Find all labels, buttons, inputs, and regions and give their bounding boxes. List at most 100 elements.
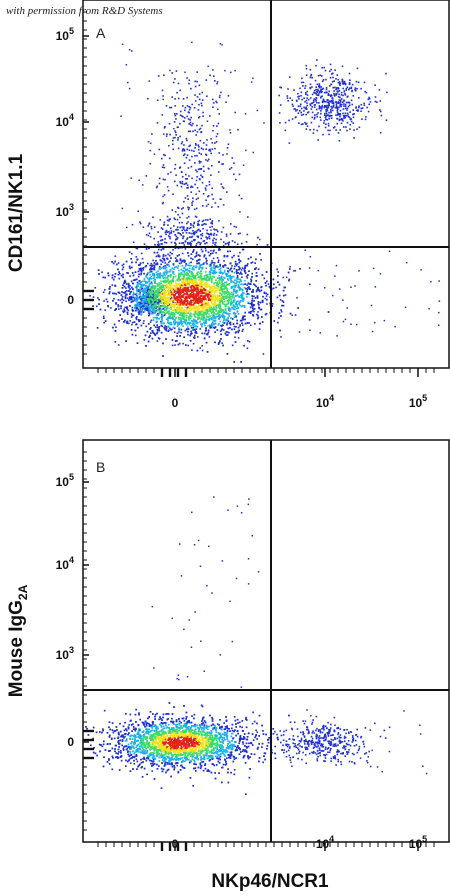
panel-a-event-dot	[166, 263, 168, 266]
panel-a-event-dot	[228, 274, 230, 277]
panel-a-event-dot	[144, 334, 147, 337]
panel-a-event-dot	[135, 318, 138, 321]
panel-a-event-dot	[129, 267, 131, 270]
panel-a-event-dot	[122, 263, 125, 266]
panel-a-event-dot	[158, 290, 161, 292]
panel-a-event-dot	[206, 292, 208, 295]
panel-a-event-dot	[160, 320, 162, 323]
panel-a-event-dot	[229, 262, 232, 264]
panel-a-event-dot	[283, 294, 285, 297]
panel-a-event-dot	[157, 255, 160, 258]
panel-a-event-dot	[205, 274, 208, 276]
panel-a-event-dot	[89, 295, 91, 297]
panel-a-event-dot	[180, 268, 183, 271]
panel-a-event-dot	[199, 282, 202, 285]
panel-a-event-dot	[169, 274, 172, 276]
panel-a-event-dot	[250, 256, 252, 259]
panel-a-event-dot	[198, 317, 200, 320]
panel-a-event-dot	[233, 297, 235, 299]
panel-a-event-dot	[147, 277, 149, 280]
panel-a-event-dot	[215, 306, 217, 308]
panel-a-event-dot	[193, 287, 196, 289]
panel-a-event-dot	[187, 303, 190, 305]
panel-a-event-dot	[172, 326, 175, 329]
panel-a-event-dot	[180, 331, 182, 334]
panel-a-event-dot	[220, 294, 223, 297]
panel-a-event-dot	[180, 323, 183, 326]
panel-a-event-dot	[175, 283, 178, 285]
panel-a-event-dot	[155, 296, 158, 299]
panel-a-event-dot	[148, 271, 151, 274]
panel-a-event-dot	[197, 285, 200, 288]
panel-a-event-dot	[251, 310, 253, 313]
panel-a-event-dot	[125, 340, 127, 342]
panel-a-event-dot	[114, 341, 117, 343]
panel-a-event-dot	[188, 323, 191, 326]
panel-a-event-dot	[247, 258, 250, 260]
panel-a-event-dot	[277, 321, 279, 324]
panel-a-event-dot	[194, 325, 196, 328]
panel-a-event-dot	[278, 317, 280, 319]
panel-a-event-dot	[207, 306, 210, 309]
panel-a-event-dot	[200, 324, 203, 326]
panel-a-event-dot	[182, 242, 185, 244]
panel-a-event-dot	[131, 298, 133, 301]
panel-a-event-dot	[158, 292, 160, 294]
panel-a-event-dot	[209, 325, 211, 327]
panel-a-event-dot	[139, 288, 141, 291]
panel-a-event-dot	[202, 316, 204, 319]
panel-a-event-dot	[183, 271, 186, 273]
panel-a-event-dot	[189, 334, 191, 337]
panel-a-event-dot	[139, 264, 141, 266]
panel-a-event-dot	[179, 273, 182, 276]
panel-a-event-dot	[142, 301, 145, 304]
panel-a-event-dot	[236, 305, 239, 307]
panel-a-event-dot	[308, 319, 311, 321]
panel-a-event-dot	[250, 280, 252, 283]
panel-a-event-dot	[194, 275, 197, 277]
panel-a-event-dot	[98, 298, 100, 301]
panel-a-event-dot	[271, 305, 273, 307]
panel-a-event-dot	[205, 284, 207, 286]
panel-a-event-dot	[190, 330, 192, 333]
panel-a-event-dot	[162, 355, 164, 357]
panel-a-event-dot	[242, 328, 244, 331]
panel-a-event-dot	[161, 320, 163, 322]
panel-a-event-dot	[195, 328, 198, 330]
panel-a-event-dot	[206, 275, 208, 277]
panel-a-event-dot	[122, 311, 125, 314]
panel-a-event-dot	[187, 312, 190, 314]
panel-a-event-dot	[140, 296, 142, 298]
panel-a-event-dot	[197, 313, 199, 315]
panel-a-event-dot	[234, 308, 236, 311]
panel-a-event-dot	[160, 316, 162, 319]
panel-a-event-dot	[145, 325, 147, 328]
panel-a-event-dot	[222, 324, 224, 326]
panel-a-event-dot	[177, 324, 179, 326]
panel-a-event-dot	[184, 300, 187, 303]
panel-a-event-dot	[128, 284, 130, 286]
panel-a-event-dot	[153, 324, 155, 327]
panel-a-event-dot	[178, 295, 181, 298]
panel-a-event-dot	[129, 293, 131, 295]
panel-a-event-dot	[254, 268, 257, 270]
panel-a-event-dot	[172, 298, 175, 301]
panel-a-event-dot	[170, 296, 173, 299]
panel-a-event-dot	[159, 259, 162, 261]
panel-a-event-dot	[118, 271, 120, 273]
panel-a-event-dot	[147, 312, 150, 314]
panel-a-event-dot	[202, 319, 204, 321]
panel-a-event-dot	[199, 281, 201, 284]
panel-a-event-dot	[244, 279, 246, 282]
panel-a-event-dot	[145, 306, 147, 309]
panel-a-event-dot	[282, 304, 285, 307]
panel-a-event-dot	[237, 300, 239, 303]
panel-a-event-dot	[122, 291, 125, 294]
panel-a-event-dot	[222, 284, 224, 287]
panel-a-event-dot	[235, 307, 238, 310]
panel-a-event-dot	[175, 292, 177, 295]
panel-a-event-dot	[157, 291, 159, 293]
panel-a-event-dot	[186, 308, 188, 311]
